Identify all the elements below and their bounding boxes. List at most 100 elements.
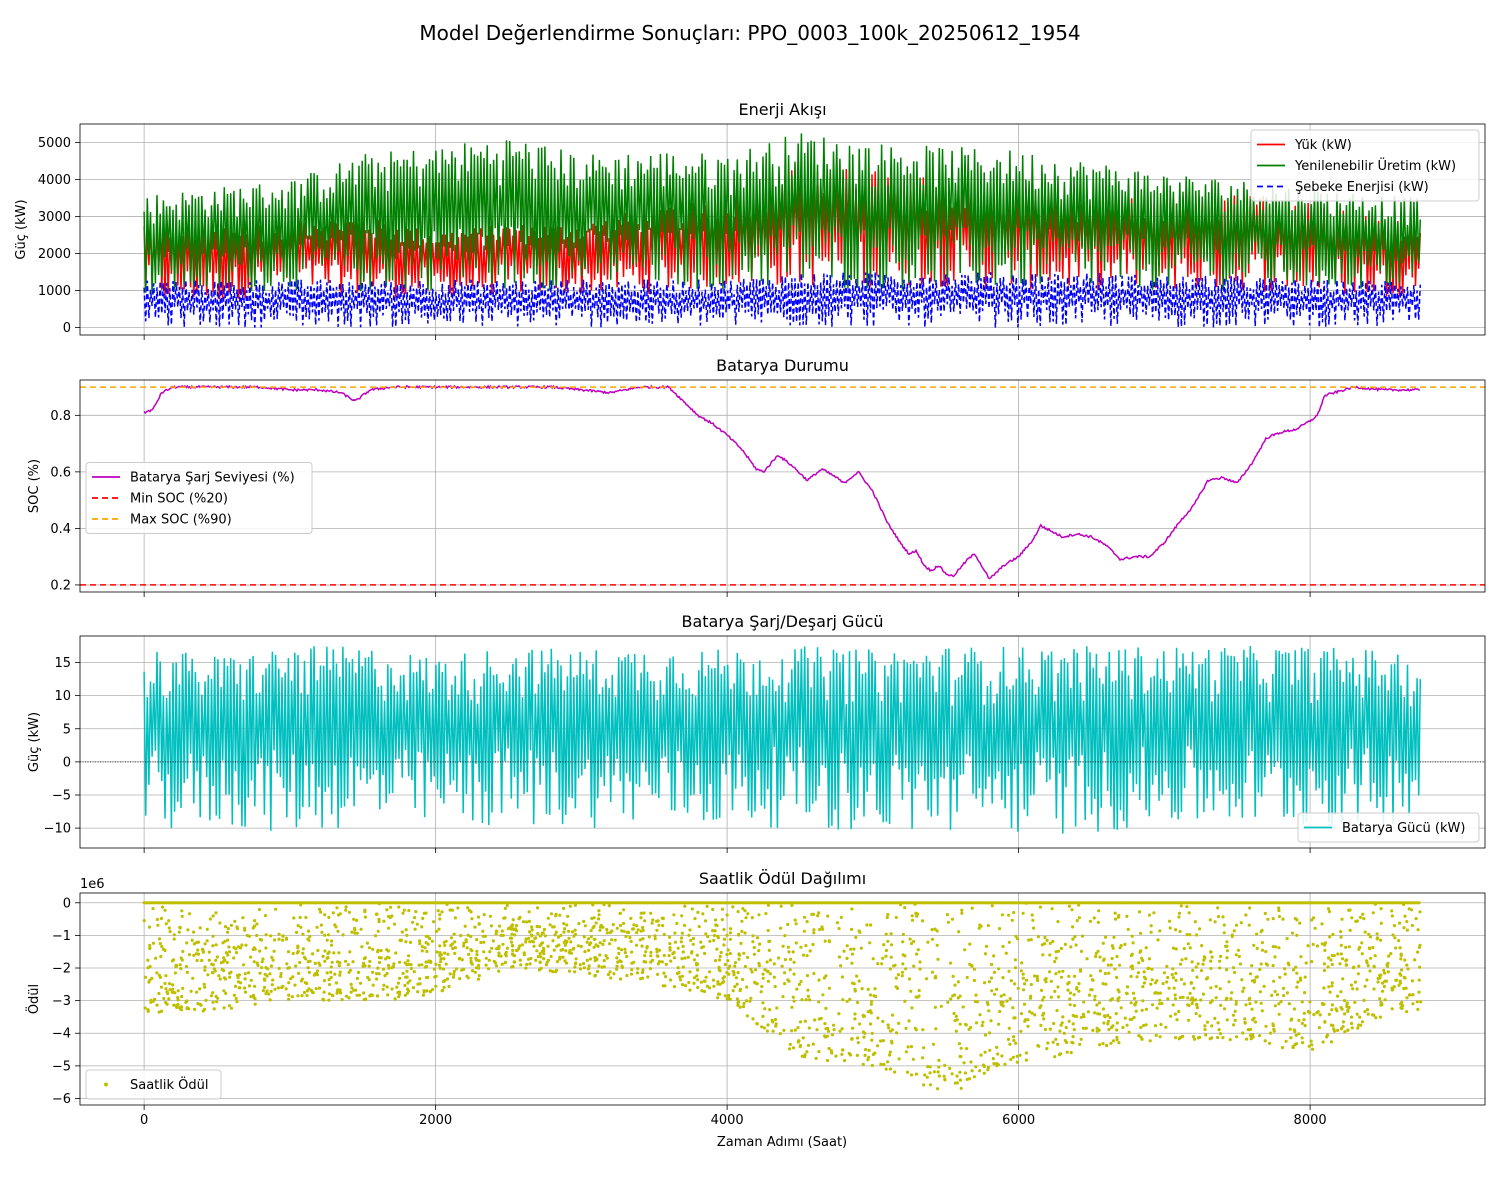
point xyxy=(1266,917,1270,921)
point xyxy=(970,906,974,910)
point xyxy=(982,981,987,985)
point xyxy=(453,946,457,950)
point xyxy=(488,950,492,954)
point xyxy=(594,921,598,925)
point xyxy=(434,929,438,934)
point xyxy=(1142,981,1146,985)
point xyxy=(1252,943,1256,948)
point xyxy=(597,909,601,913)
point xyxy=(618,923,623,928)
y-tick-label: 2000 xyxy=(38,247,71,262)
point xyxy=(226,938,230,942)
point xyxy=(1297,1018,1301,1023)
point xyxy=(1138,950,1142,954)
legend-frame xyxy=(1250,129,1480,202)
point xyxy=(180,914,184,918)
point xyxy=(1260,948,1265,952)
point xyxy=(1117,1041,1121,1045)
point xyxy=(972,967,977,971)
point xyxy=(728,931,733,935)
point xyxy=(1233,1009,1237,1013)
point xyxy=(691,942,695,946)
point xyxy=(325,956,329,960)
point xyxy=(536,906,540,910)
point xyxy=(1309,1039,1313,1043)
point xyxy=(408,940,413,945)
point xyxy=(711,907,715,912)
point xyxy=(1029,982,1033,987)
point xyxy=(414,910,418,914)
point xyxy=(368,959,372,964)
point xyxy=(907,1019,911,1023)
point xyxy=(1144,1007,1149,1011)
point xyxy=(497,969,501,973)
point xyxy=(1330,984,1334,988)
point xyxy=(701,912,705,916)
point xyxy=(1059,946,1063,951)
point xyxy=(962,1061,966,1065)
point xyxy=(866,1010,870,1014)
point xyxy=(173,971,177,975)
point xyxy=(438,944,442,948)
point xyxy=(220,967,224,972)
point xyxy=(811,942,815,947)
point xyxy=(174,963,178,967)
point xyxy=(392,922,397,926)
point xyxy=(151,907,155,911)
point xyxy=(711,929,715,933)
point xyxy=(1391,933,1395,937)
point xyxy=(1259,962,1263,966)
point xyxy=(385,985,389,989)
point xyxy=(467,952,471,957)
point xyxy=(1363,930,1367,934)
point xyxy=(1150,1003,1155,1007)
point xyxy=(1339,943,1343,948)
point xyxy=(1405,920,1409,924)
point xyxy=(598,941,602,945)
point xyxy=(344,994,349,998)
point xyxy=(629,939,633,944)
point xyxy=(1282,994,1286,998)
point xyxy=(1033,1013,1037,1017)
point xyxy=(794,922,798,926)
point xyxy=(333,972,337,976)
point xyxy=(667,954,671,958)
point xyxy=(1386,970,1390,974)
point xyxy=(1287,1002,1291,1006)
y-tick-label: −1 xyxy=(52,929,71,944)
point xyxy=(889,943,894,947)
point xyxy=(420,963,424,967)
point xyxy=(1368,935,1372,939)
point xyxy=(286,950,291,954)
point xyxy=(1015,937,1020,941)
point xyxy=(1295,985,1299,989)
point xyxy=(598,928,602,932)
point xyxy=(1141,985,1145,989)
point xyxy=(398,976,402,981)
point xyxy=(1053,960,1057,964)
point xyxy=(578,967,583,971)
point xyxy=(260,960,264,964)
point xyxy=(258,971,262,975)
point xyxy=(1277,908,1281,913)
point xyxy=(505,946,509,950)
point xyxy=(424,941,428,945)
point xyxy=(1247,998,1251,1002)
point xyxy=(663,984,667,988)
point xyxy=(806,994,811,999)
point xyxy=(301,947,305,951)
point xyxy=(504,950,508,955)
point xyxy=(424,934,428,938)
point xyxy=(530,925,534,929)
point xyxy=(1051,939,1055,944)
point xyxy=(444,962,448,966)
point xyxy=(1293,1043,1297,1047)
point xyxy=(1347,945,1351,949)
point xyxy=(569,940,573,944)
point xyxy=(647,935,651,939)
point xyxy=(1330,1008,1334,1012)
point xyxy=(422,990,426,994)
point xyxy=(336,929,340,933)
point xyxy=(1049,979,1053,983)
